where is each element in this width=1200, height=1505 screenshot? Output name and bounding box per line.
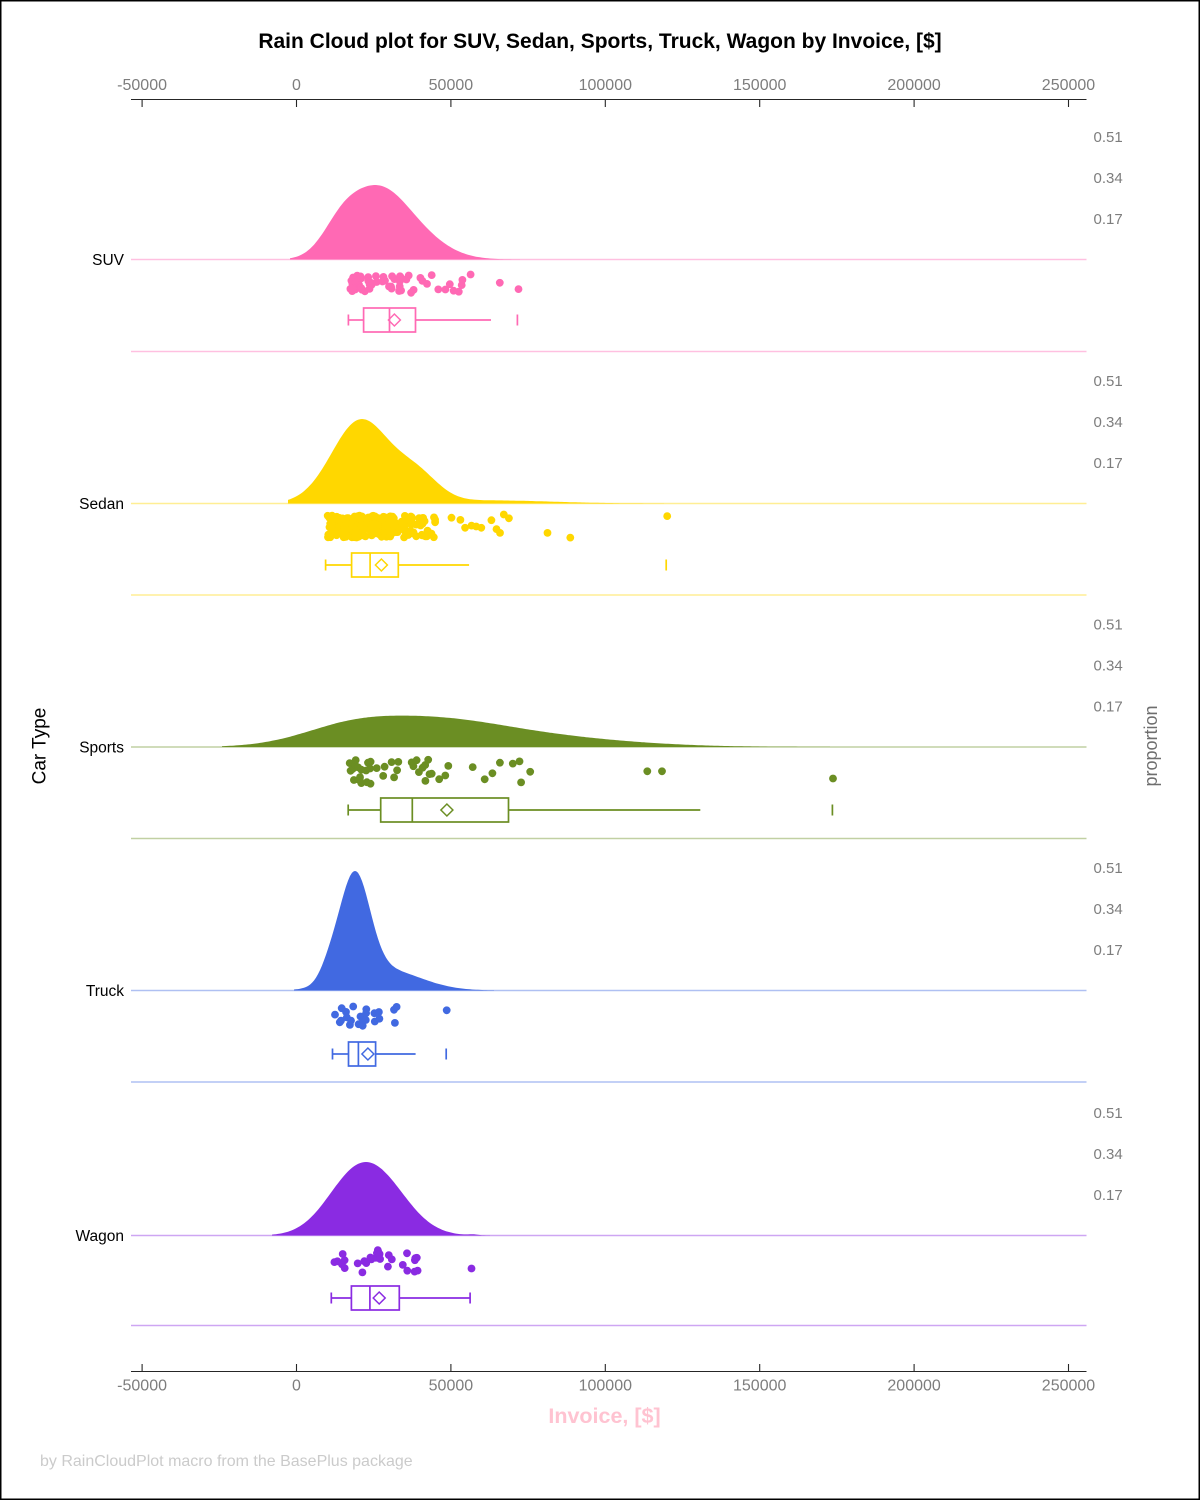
- svg-text:Truck: Truck: [86, 983, 124, 1000]
- svg-text:Wagon: Wagon: [75, 1228, 124, 1245]
- svg-text:0.34: 0.34: [1094, 901, 1123, 918]
- svg-text:200000: 200000: [887, 77, 940, 94]
- svg-text:0.17: 0.17: [1094, 455, 1123, 472]
- svg-text:100000: 100000: [579, 77, 632, 94]
- svg-text:50000: 50000: [429, 1378, 474, 1395]
- svg-text:-50000: -50000: [117, 1378, 167, 1395]
- svg-text:250000: 250000: [1042, 77, 1095, 94]
- svg-text:0.17: 0.17: [1094, 699, 1123, 716]
- svg-text:proportion: proportion: [1141, 705, 1161, 786]
- svg-text:Car Type: Car Type: [30, 708, 51, 785]
- svg-text:by RainCloudPlot macro from th: by RainCloudPlot macro from the BasePlus…: [40, 1453, 413, 1470]
- svg-text:Sports: Sports: [79, 740, 124, 757]
- svg-text:100000: 100000: [579, 1378, 632, 1395]
- svg-text:Rain Cloud plot for SUV, Sedan: Rain Cloud plot for SUV, Sedan, Sports, …: [258, 30, 941, 53]
- svg-text:0.51: 0.51: [1094, 129, 1123, 146]
- svg-text:0: 0: [292, 77, 301, 94]
- svg-text:0.34: 0.34: [1094, 1146, 1123, 1163]
- svg-text:0.17: 0.17: [1094, 942, 1123, 959]
- svg-text:0.34: 0.34: [1094, 658, 1123, 675]
- svg-text:SUV: SUV: [92, 252, 125, 269]
- svg-text:200000: 200000: [887, 1378, 940, 1395]
- svg-text:Invoice, [$]: Invoice, [$]: [548, 1404, 660, 1428]
- svg-text:0.51: 0.51: [1094, 373, 1123, 390]
- svg-text:150000: 150000: [733, 1378, 786, 1395]
- svg-text:Sedan: Sedan: [79, 496, 124, 513]
- svg-text:0.51: 0.51: [1094, 617, 1123, 634]
- svg-text:150000: 150000: [733, 77, 786, 94]
- svg-text:0.17: 0.17: [1094, 211, 1123, 228]
- svg-text:0: 0: [292, 1378, 301, 1395]
- svg-text:0.34: 0.34: [1094, 170, 1123, 187]
- svg-text:0.51: 0.51: [1094, 1105, 1123, 1122]
- svg-text:50000: 50000: [429, 77, 474, 94]
- svg-text:0.17: 0.17: [1094, 1187, 1123, 1204]
- svg-text:-50000: -50000: [117, 77, 167, 94]
- svg-text:250000: 250000: [1042, 1378, 1095, 1395]
- svg-text:0.51: 0.51: [1094, 860, 1123, 877]
- svg-text:0.34: 0.34: [1094, 414, 1123, 431]
